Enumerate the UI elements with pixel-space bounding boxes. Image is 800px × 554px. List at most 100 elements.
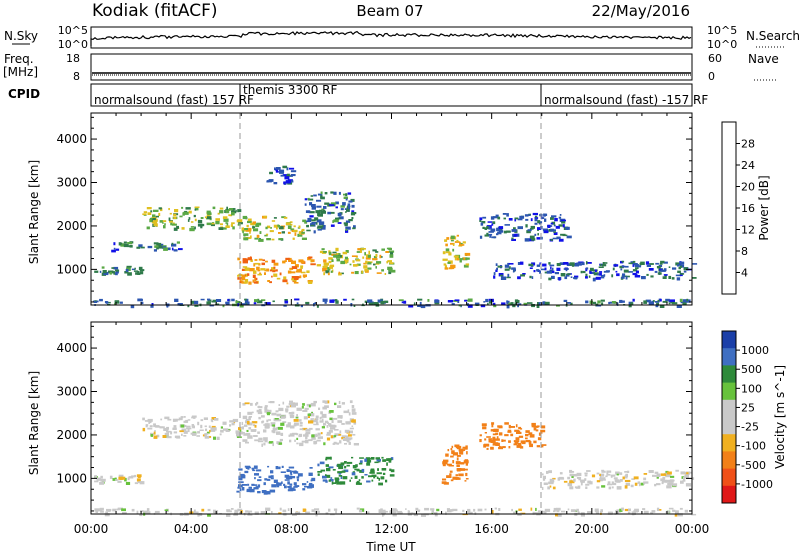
- y-tick-label: 3000: [56, 176, 87, 190]
- colorbar-tick-label: 24: [741, 159, 755, 172]
- noise-trace: [90, 30, 692, 46]
- nsearch-label: N.Search: [746, 29, 800, 43]
- data-region: [241, 400, 359, 447]
- velocity-colorbar: 1000 500 100 25 -25 -100 -500 -1000 Velocity [m…: [721, 330, 787, 504]
- beam-title: Beam 07: [356, 2, 423, 20]
- noise-right-bottom-tick: 10^0: [707, 38, 737, 51]
- data-region: [304, 191, 357, 234]
- data-region: [94, 265, 145, 276]
- colorbar-tick-label: 4: [741, 267, 748, 280]
- colorbar-segment: [722, 382, 736, 401]
- data-region: [266, 165, 297, 185]
- data-region: [93, 298, 691, 309]
- colorbar-segment: [722, 468, 736, 487]
- colorbar-segment: [722, 485, 736, 504]
- x-tick-label: 04:00: [174, 522, 209, 536]
- colorbar-tick-label: 100: [741, 382, 762, 395]
- colorbar-tick-label: 28: [741, 138, 755, 151]
- power-colorbar: 4 8 12 16 20 24 28 Power [dB]: [721, 121, 771, 295]
- colorbar-segment: [722, 365, 736, 384]
- power-ylabel: Slant Range [km]: [27, 160, 41, 264]
- velocity-colorbar-label: Velocity [m s^-1]: [773, 365, 787, 469]
- station-title: Kodiak (fitACF): [92, 1, 218, 21]
- x-tick-label: 12:00: [374, 522, 409, 536]
- colorbar-segment: [722, 399, 736, 418]
- data-region: [142, 206, 243, 232]
- data-region: [316, 247, 396, 276]
- x-tick-label: 16:00: [474, 522, 509, 536]
- velocity-y-ticks: 1000 2000 3000 4000: [56, 325, 692, 512]
- data-region: [94, 474, 145, 485]
- data-region: [142, 415, 244, 440]
- time-axis-label: Time UT: [365, 540, 416, 554]
- colorbar-segment: [722, 348, 736, 366]
- data-region: [111, 241, 183, 253]
- data-region: [236, 465, 316, 495]
- colorbar-tick-label: 25: [741, 401, 755, 414]
- colorbar-segment: [722, 417, 736, 435]
- power-panel: Slant Range [km] 1000 2000 3000 4000: [27, 112, 698, 309]
- colorbar-segment: [722, 331, 736, 349]
- freq-top-tick: 18: [66, 52, 80, 65]
- noise-left-top-tick: 10^5: [58, 24, 88, 37]
- freq-unit-label: [MHz]: [3, 65, 38, 79]
- date-title: 22/May/2016: [592, 2, 690, 20]
- data-region: [541, 469, 695, 490]
- velocity-data: [94, 400, 697, 517]
- y-tick-label: 1000: [56, 262, 87, 276]
- noise-right-top-tick: 10^5: [707, 24, 737, 37]
- colorbar-tick-label: -25: [741, 421, 759, 434]
- data-region: [479, 212, 572, 242]
- nsky-label: N.Sky: [4, 29, 38, 43]
- colorbar-tick-label: 16: [741, 202, 755, 215]
- cpid-label-3: normalsound (fast) -157 RF: [544, 93, 708, 107]
- y-tick-label: 3000: [56, 385, 87, 399]
- colorbar-tick-label: 1000: [741, 344, 769, 357]
- y-tick-label: 4000: [56, 341, 87, 355]
- noise-trace-line: [90, 30, 692, 46]
- noise-left-bottom-tick: 10^0: [58, 38, 88, 51]
- freq-bottom-tick: 8: [73, 70, 80, 83]
- data-region: [241, 215, 307, 242]
- power-colorbar-label: Power [dB]: [757, 175, 771, 240]
- power-y-ticks: 1000 2000 3000 4000: [56, 116, 692, 303]
- colorbar-tick-label: -500: [741, 459, 766, 472]
- x-tick-label: 20:00: [575, 522, 610, 536]
- cpid-label-2: themis 3300 RF: [243, 83, 337, 97]
- x-tick-label: 08:00: [274, 522, 309, 536]
- y-tick-label: 2000: [56, 428, 87, 442]
- colorbar-tick-label: -1000: [741, 478, 773, 491]
- y-tick-label: 1000: [56, 471, 87, 485]
- data-region: [237, 256, 316, 285]
- colorbar-segment: [722, 434, 736, 452]
- velocity-panel: Slant Range [km] 1000 2000 3000 4000 00:00 0…: [27, 321, 710, 554]
- nave-top-tick: 60: [708, 52, 722, 65]
- time-tick-labels: 00:00 04:00 08:00 12:00 16:00 20:00 00:00: [74, 522, 710, 536]
- noise-strip: N.Sky N.Search 10^5 10^0 10^5 10^0: [4, 24, 800, 51]
- data-region: [479, 422, 547, 450]
- velocity-ylabel: Slant Range [km]: [27, 371, 41, 475]
- colorbar-tick-label: 8: [741, 245, 748, 258]
- data-region: [317, 456, 395, 486]
- data-region: [493, 260, 698, 282]
- colorbar-tick-label: -100: [741, 440, 766, 453]
- colorbar-segment: [722, 451, 736, 470]
- freq-strip-frame: [90, 53, 693, 81]
- cpid-label: CPID: [8, 87, 40, 101]
- velocity-x-ticks: [90, 322, 693, 514]
- freq-label: Freq.: [4, 52, 34, 66]
- frequency-strip: Freq. [MHz] Nave 18 8 60 0: [3, 52, 779, 83]
- y-tick-label: 4000: [56, 132, 87, 146]
- y-tick-label: 2000: [56, 219, 87, 233]
- colorbar-tick-label: 500: [741, 363, 762, 376]
- colorbar-tick-label: 20: [741, 181, 755, 194]
- power-x-ticks: [90, 113, 693, 305]
- cpid-strip-frame: [90, 83, 693, 107]
- cpid-label-1: normalsound (fast) 157 RF: [94, 93, 254, 107]
- data-region: [442, 234, 471, 270]
- data-region: [441, 444, 469, 485]
- cpid-strip: CPID normalsound (fast) 157 RF themis 33…: [8, 83, 708, 107]
- x-tick-label: 00:00: [675, 522, 710, 536]
- noise-strip-frame: [90, 26, 693, 49]
